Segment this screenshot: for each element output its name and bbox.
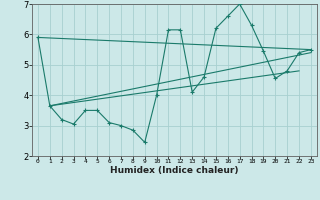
X-axis label: Humidex (Indice chaleur): Humidex (Indice chaleur) xyxy=(110,166,239,175)
